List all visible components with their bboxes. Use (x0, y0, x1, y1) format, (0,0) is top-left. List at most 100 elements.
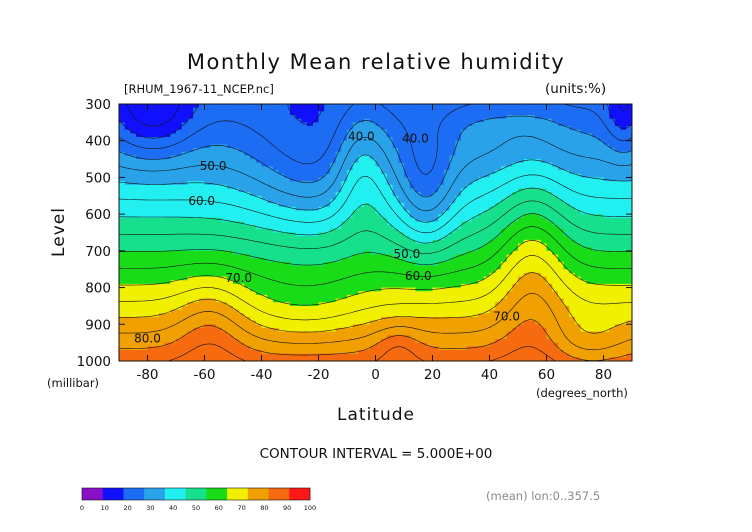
field-cell (341, 214, 348, 219)
field-cell (358, 309, 365, 314)
field-cell (506, 232, 513, 237)
field-cell (375, 217, 382, 223)
field-cell (341, 162, 348, 168)
field-cell (153, 291, 160, 296)
field-cell (255, 173, 263, 179)
field-cell (329, 261, 337, 267)
field-cell (301, 184, 308, 190)
field-cell (364, 166, 371, 171)
field-cell (227, 122, 234, 127)
field-cell (307, 221, 314, 226)
field-cell (170, 214, 177, 219)
field-cell (358, 221, 365, 226)
field-cell (432, 353, 439, 358)
field-cell (187, 133, 194, 138)
field-cell (506, 203, 513, 208)
field-cell (449, 305, 456, 311)
field-cell (438, 148, 445, 153)
field-cell (432, 265, 439, 270)
field-cell (438, 159, 445, 164)
field-cell (312, 225, 320, 230)
field-cell (358, 188, 365, 193)
field-cell (181, 254, 188, 259)
field-cell (170, 162, 177, 168)
field-cell (153, 298, 160, 303)
field-cell (347, 129, 354, 134)
field-cell (432, 203, 439, 208)
field-cell (426, 188, 434, 193)
field-cell (187, 225, 194, 230)
field-cell (295, 210, 302, 215)
field-cell (506, 188, 513, 193)
field-cell (352, 283, 359, 289)
field-cell (443, 115, 451, 120)
field-cell (506, 258, 513, 263)
field-cell (295, 258, 302, 263)
field-cell (307, 298, 314, 303)
field-cell (386, 221, 394, 226)
field-cell (381, 280, 388, 285)
field-cell (455, 228, 462, 234)
field-cell (136, 294, 143, 300)
field-cell (369, 140, 377, 145)
field-cell (210, 294, 217, 300)
field-cell (472, 294, 479, 300)
field-cell (141, 159, 149, 164)
field-cell (227, 217, 234, 223)
field-cell (455, 115, 462, 120)
field-cell (404, 206, 411, 212)
field-cell (193, 302, 200, 307)
field-cell (352, 309, 359, 314)
field-cell (295, 225, 302, 230)
field-cell (221, 287, 228, 292)
field-cell (375, 148, 382, 153)
field-cell (478, 199, 485, 204)
field-cell (181, 335, 188, 340)
field-cell (364, 265, 371, 270)
field-cell (267, 316, 274, 322)
field-cell (284, 144, 291, 149)
field-cell (421, 184, 428, 190)
field-cell (204, 316, 211, 322)
field-cell (290, 283, 297, 289)
field-cell (455, 151, 462, 156)
field-cell (392, 203, 399, 208)
field-cell (136, 217, 143, 223)
field-cell (124, 217, 131, 223)
field-cell (404, 349, 411, 355)
field-cell (284, 283, 291, 289)
field-cell (483, 162, 491, 168)
field-cell (318, 298, 325, 303)
field-cell (250, 203, 257, 208)
field-cell (221, 122, 228, 127)
field-cell (472, 265, 479, 270)
field-cell (301, 247, 308, 252)
field-cell (352, 184, 359, 190)
field-cell (381, 265, 388, 270)
field-cell (130, 272, 137, 278)
field-cell (443, 305, 451, 311)
field-cell (432, 170, 439, 175)
field-cell (478, 357, 485, 361)
field-cell (375, 243, 382, 248)
field-cell (449, 126, 456, 131)
field-cell (215, 126, 223, 131)
field-cell (392, 276, 399, 281)
field-cell (204, 305, 211, 311)
field-cell (449, 173, 456, 179)
field-cell (267, 159, 274, 164)
field-cell (215, 357, 223, 361)
field-cell (375, 181, 382, 186)
field-cell (272, 313, 280, 318)
field-cell (341, 210, 348, 215)
field-cell (147, 203, 154, 208)
field-cell (124, 228, 131, 234)
field-cell (267, 195, 274, 201)
field-cell (210, 261, 217, 267)
field-cell (409, 155, 416, 160)
field-cell (449, 291, 456, 296)
field-cell (415, 276, 422, 281)
field-cell (312, 214, 320, 219)
field-cell (244, 118, 251, 123)
field-cell (278, 210, 285, 215)
